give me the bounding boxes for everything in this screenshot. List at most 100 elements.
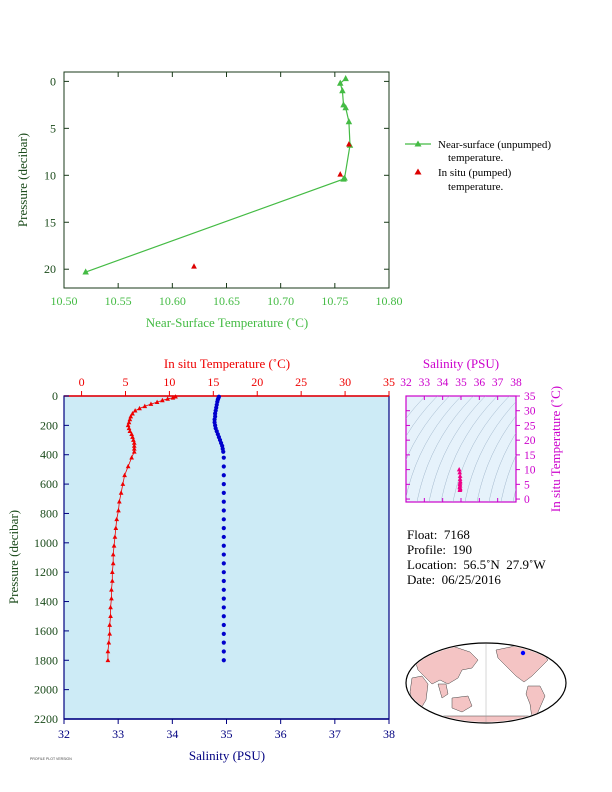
- profile-pressure-tick-label: 800: [40, 506, 58, 520]
- profile-temperature-tick-label: 10: [163, 375, 175, 389]
- ts-density-contour: [476, 415, 516, 502]
- profile-temperature-tick-label: 30: [339, 375, 351, 389]
- profile-temperature-point: [122, 472, 127, 478]
- profile-pressure-tick-label: 1000: [34, 536, 58, 550]
- ts-salinity-tick-label: 37: [492, 377, 504, 389]
- profile-salinity-point: [221, 517, 226, 522]
- profile-salinity-point: [221, 561, 226, 566]
- profile-temperature-point: [109, 569, 115, 575]
- profile-temperature-point: [173, 394, 178, 399]
- profile-temperature-point: [116, 499, 122, 504]
- ts-x-axis-label: Salinity (PSU): [423, 356, 499, 371]
- float-id: Float: 7168: [407, 527, 470, 542]
- profile-temperature-point: [160, 397, 165, 403]
- profile-temperature-point: [131, 449, 137, 454]
- profile-temperature-point: [129, 455, 134, 460]
- profile-pressure-tick-label: 1400: [34, 595, 58, 609]
- profile-temperature-point: [109, 587, 114, 592]
- near-surface-x-tick-label: 10.65: [213, 294, 240, 308]
- profile-date: Date: 06/25/2016: [407, 572, 501, 587]
- profile-salinity-point: [221, 578, 226, 584]
- profile-temperature-point: [112, 534, 118, 539]
- profile-temperature-ticks: 0 5 10 15 20 25 30 35: [79, 375, 395, 396]
- profile-salinity-tick-label: 38: [383, 727, 395, 741]
- ts-point: [457, 473, 463, 478]
- profile-temperature-point: [120, 481, 126, 486]
- profile-series: [105, 394, 226, 663]
- profile-temperature-point: [130, 411, 135, 416]
- ts-series: [456, 467, 463, 493]
- profile-pressure-tick-label: 600: [40, 477, 58, 491]
- ts-diagram: 32 33 34 35 36 37 38 0 5 10 15 20 25 30 35 Salinity (…: [400, 356, 563, 512]
- profile-temperature-point: [126, 425, 132, 431]
- profile-salinity-point: [221, 543, 226, 548]
- profile-salinity-point: [221, 499, 226, 504]
- profile-y-axis-label: Pressure (decibar): [6, 510, 21, 604]
- near-surface-y-tick-label: 0: [50, 74, 56, 88]
- ts-temperature-ticks: 0 5 10 15 20 25 30 35: [406, 391, 536, 506]
- ts-temperature-tick-label: 0: [524, 494, 530, 506]
- legend-red-label: In situ (pumped): [438, 167, 512, 179]
- footer-small-text: PROFILE PLOT VERSION: [30, 757, 72, 761]
- profile-chart: 0 5 10 15 20 25 30 35 32 33 34 35 36 37 38 0 200 400 600…: [6, 356, 395, 763]
- ts-density-contour: [488, 432, 516, 502]
- ts-temperature-tick-label: 35: [524, 391, 536, 403]
- profile-temperature-point: [105, 657, 111, 663]
- profile-temperature-point: [131, 440, 137, 445]
- near-surface-legend: Near-surface (unpumped) temperature. In …: [405, 139, 551, 193]
- profile-salinity-ticks: 32 33 34 35 36 37 38: [58, 719, 395, 741]
- float-info-block: Float: 7168 Profile: 190 Location: 56.5˚…: [407, 527, 546, 587]
- ts-density-contour: [464, 401, 516, 502]
- profile-temperature-point: [109, 578, 115, 583]
- profile-temperature-point: [165, 396, 170, 401]
- profile-pressure-tick-label: 1800: [34, 653, 58, 667]
- ts-temperature-tick-label: 30: [524, 406, 536, 418]
- near-surface-x-tick-label: 10.80: [376, 294, 403, 308]
- ts-temperature-tick-label: 25: [524, 420, 536, 432]
- profile-temperature-point: [107, 622, 113, 627]
- profile-plot-background: [63, 395, 390, 720]
- legend-green-triangle: [414, 140, 422, 147]
- ts-point: [456, 467, 462, 472]
- profile-salinity-point: [212, 417, 217, 422]
- profile-temperature-point: [129, 431, 134, 436]
- profile-pressure-tick-label: 2200: [34, 712, 58, 726]
- near-surface-x-tick-label: 10.60: [159, 294, 186, 308]
- profile-salinity-point: [221, 570, 226, 575]
- near-surface-y-tick-label: 5: [50, 121, 56, 135]
- ts-salinity-tick-label: 38: [510, 377, 522, 389]
- world-map: [405, 642, 567, 724]
- profile-salinity-point: [221, 449, 226, 454]
- near-surface-pumped-point: [346, 141, 352, 147]
- ts-temperature-tick-label: 10: [524, 465, 536, 477]
- near-surface-unpumped-point: [82, 268, 89, 275]
- profile-temperature-tick-label: 25: [295, 375, 307, 389]
- profile-top-axis-label: In situ Temperature (˚C): [164, 356, 290, 371]
- profile-temperature-point: [109, 596, 114, 601]
- profile-salinity-point: [221, 622, 226, 628]
- ts-salinity-tick-label: 36: [474, 377, 486, 389]
- profile-temperature-point: [142, 403, 148, 409]
- near-surface-y-ticks: 0 5 10 15 20: [44, 74, 389, 276]
- profile-temperature-point: [125, 463, 131, 469]
- profile-pressure-tick-label: 400: [40, 448, 58, 462]
- profile-temperature-point: [111, 543, 117, 548]
- near-surface-unpumped-point: [342, 104, 349, 111]
- ts-density-contours: [406, 396, 516, 502]
- profile-salinity-point: [221, 596, 226, 601]
- profile-salinity-point: [221, 552, 226, 557]
- profile-temperature-point: [108, 613, 113, 619]
- near-surface-series: [82, 74, 354, 275]
- ts-density-contour: [428, 396, 486, 502]
- profile-temperature-point: [106, 640, 112, 645]
- profile-temperature-point: [131, 437, 136, 442]
- profile-salinity-point: [221, 534, 226, 540]
- near-surface-unpumped-point: [339, 87, 346, 94]
- profile-temperature-tick-label: 5: [122, 375, 128, 389]
- profile-salinity-tick-label: 34: [166, 727, 178, 741]
- profile-temperature-point: [148, 401, 154, 406]
- near-surface-y-tick-label: 10: [44, 168, 56, 182]
- profile-temperature-point: [132, 408, 138, 413]
- profile-temperature-point: [137, 405, 142, 411]
